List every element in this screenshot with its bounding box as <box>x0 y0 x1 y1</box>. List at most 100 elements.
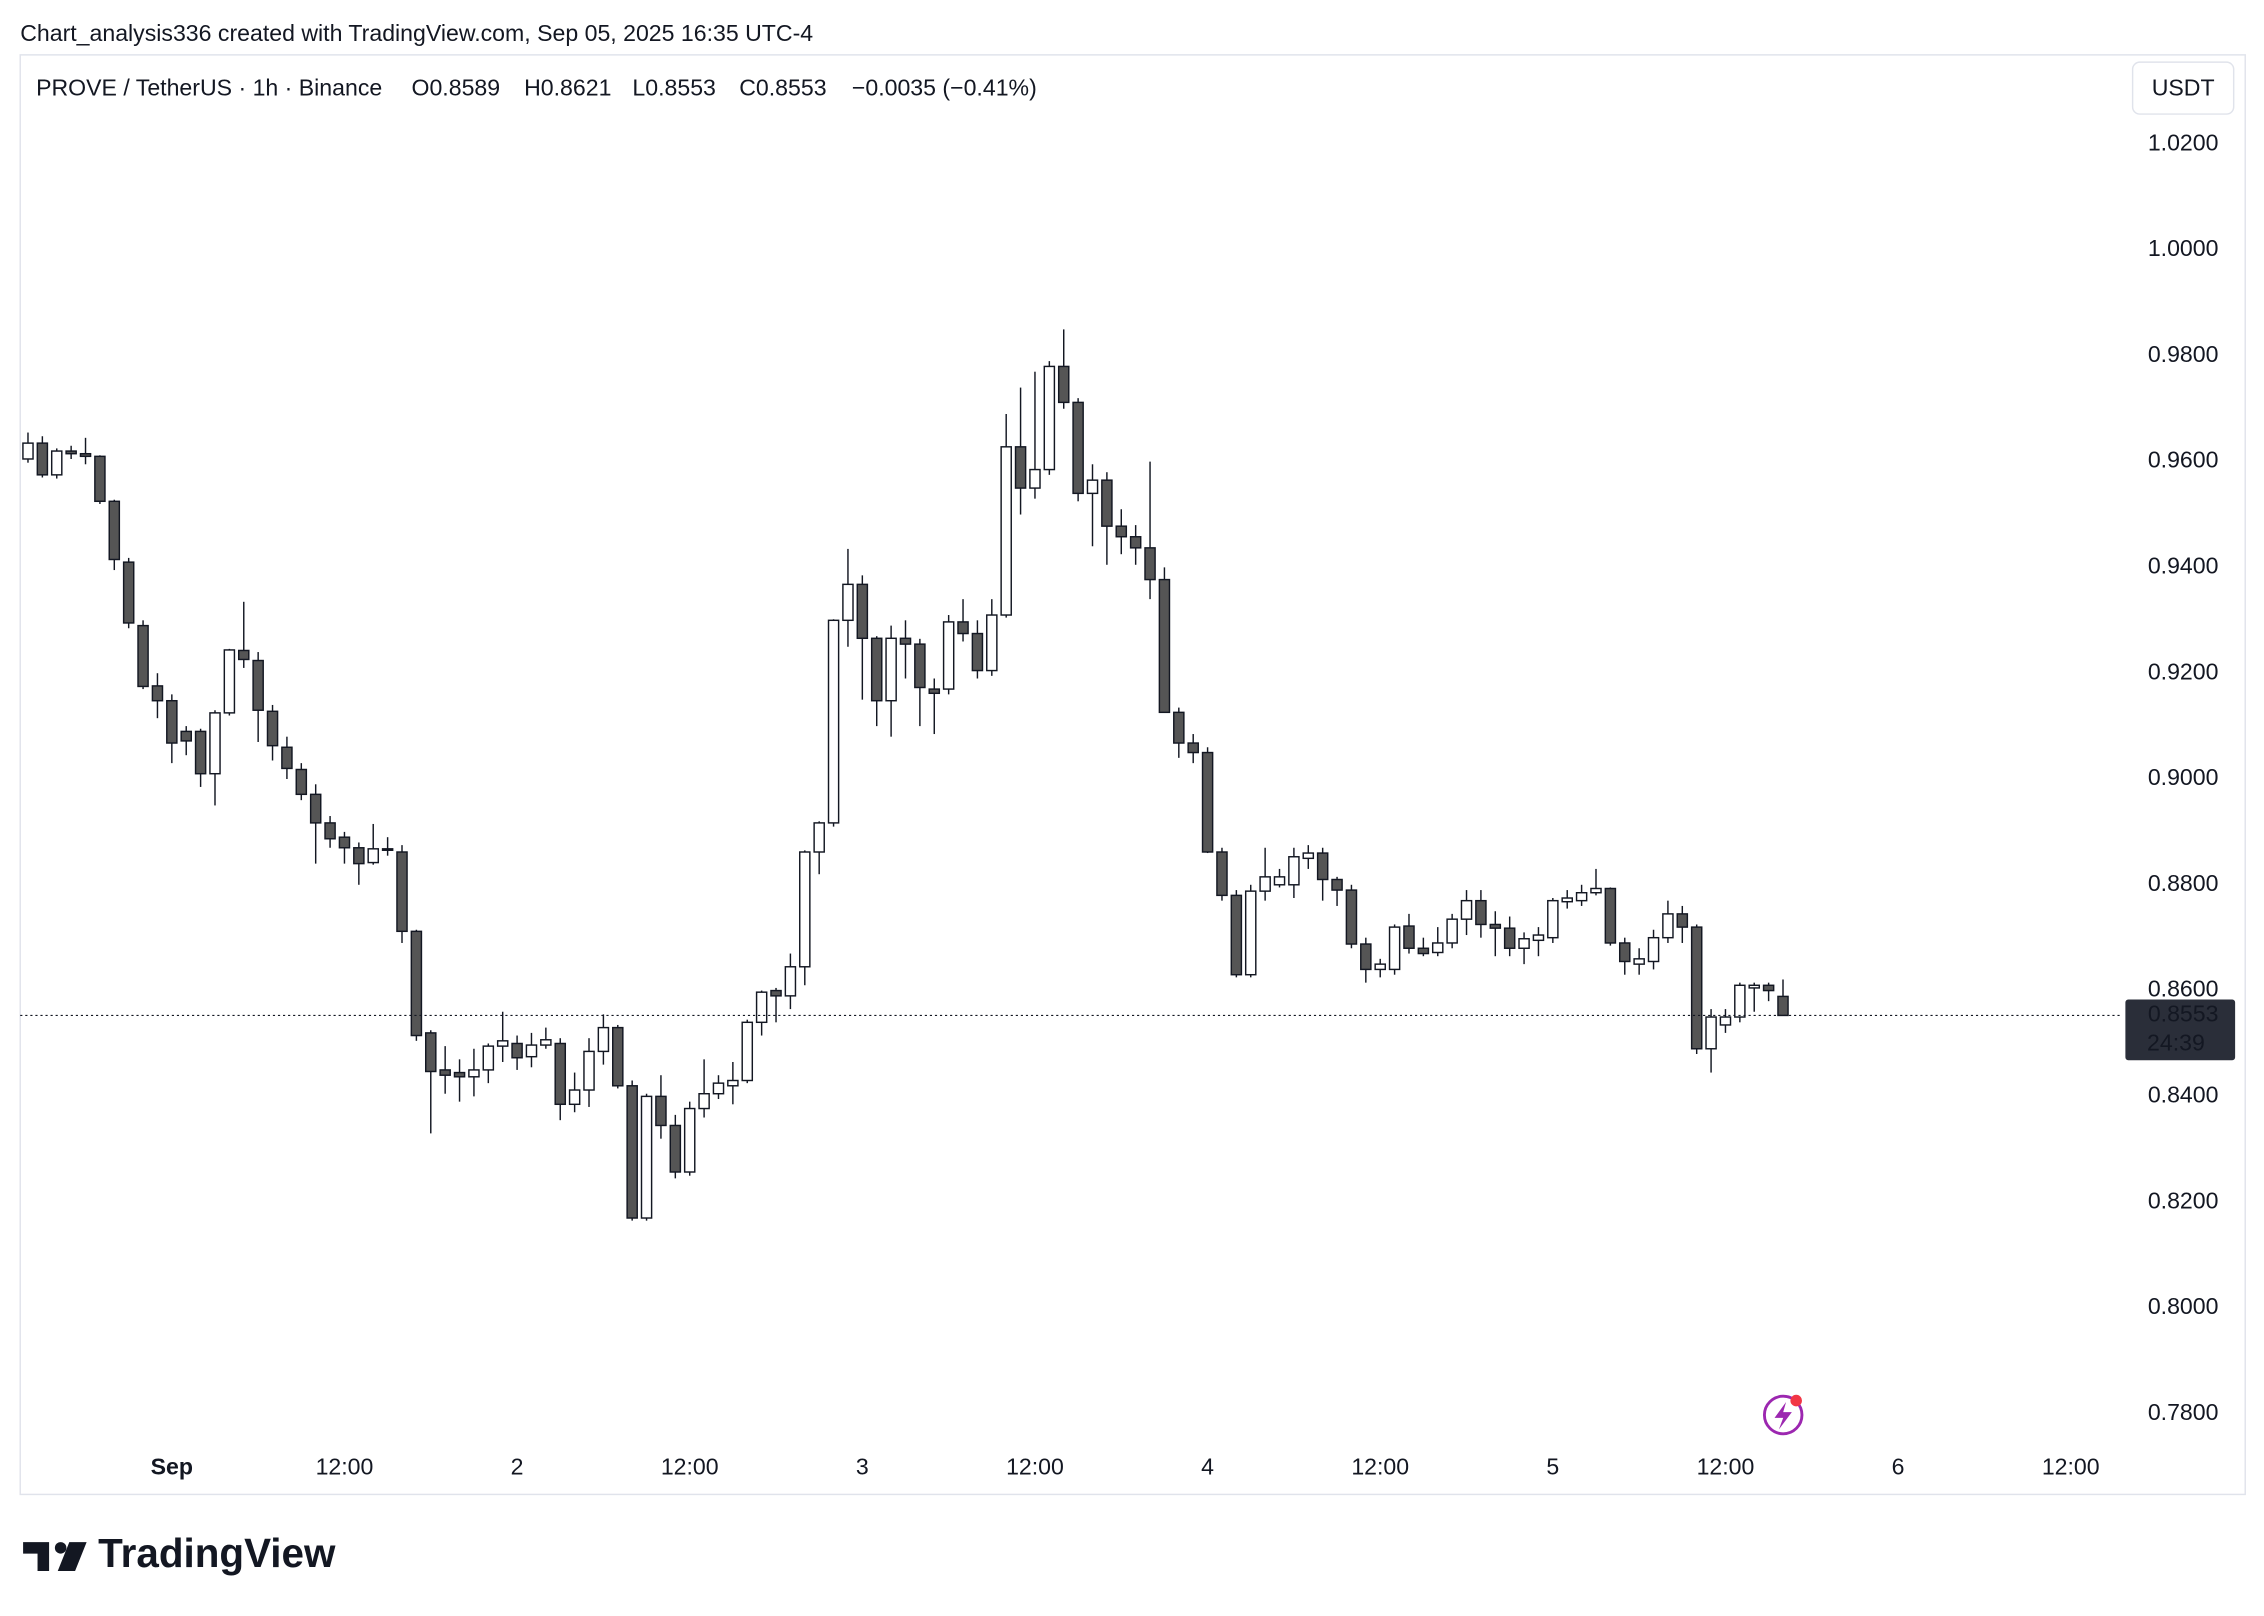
candle-body <box>554 1042 567 1106</box>
y-tick-label: 0.7800 <box>2148 1399 2219 1425</box>
candle-body <box>1115 525 1128 538</box>
attribution: Chart_analysis336 created with TradingVi… <box>20 20 813 46</box>
candle-body <box>1403 925 1415 949</box>
logo-mark-2 <box>57 1542 87 1571</box>
alert-dot <box>1790 1394 1802 1407</box>
last-price-box <box>2125 999 2236 1061</box>
candle-body <box>166 699 178 744</box>
x-tick-label: 12:00 <box>1697 1454 1755 1480</box>
candle-body <box>942 621 955 690</box>
candle-body <box>468 1069 480 1078</box>
candle-body <box>1216 851 1228 897</box>
y-tick-label: 0.9200 <box>2148 658 2219 684</box>
y-tick-label: 0.9600 <box>2148 447 2219 473</box>
x-tick-label: 6 <box>1892 1454 1905 1480</box>
candle-body <box>50 450 63 476</box>
x-tick-label: Sep <box>151 1454 193 1480</box>
candle-body <box>727 1079 739 1087</box>
candle-body <box>1014 446 1027 489</box>
currency-label[interactable]: USDT <box>2152 75 2215 101</box>
candle-body <box>209 712 221 775</box>
y-tick-label: 0.8000 <box>2148 1293 2219 1319</box>
candle-body <box>1561 897 1573 903</box>
candle-body <box>1158 578 1171 714</box>
alert-bolt <box>1774 1402 1792 1430</box>
candle-body <box>1532 934 1545 942</box>
candle-body <box>1705 1016 1717 1050</box>
y-tick-label: 0.8200 <box>2148 1187 2219 1213</box>
candle-body <box>597 1026 610 1053</box>
candle-body <box>424 1032 437 1073</box>
y-tick-label: 0.8800 <box>2148 870 2219 896</box>
candle-body <box>583 1050 595 1091</box>
currency-button[interactable] <box>2131 61 2235 115</box>
candle-body <box>511 1042 523 1059</box>
candle-body <box>79 452 92 458</box>
candle-body <box>640 1095 653 1219</box>
candle-body <box>1734 984 1746 1018</box>
candle-body <box>1345 889 1358 945</box>
candle-body <box>266 710 279 747</box>
candle-body <box>295 768 308 796</box>
candle-body <box>928 688 941 695</box>
candle-body <box>180 730 192 742</box>
candle-body <box>1460 899 1473 920</box>
candle-body <box>712 1082 725 1095</box>
candle-body <box>1417 947 1430 955</box>
x-tick-label: 12:00 <box>1006 1454 1064 1480</box>
candle-body <box>1590 887 1602 894</box>
candle-body <box>22 442 34 460</box>
candle-body <box>194 730 207 775</box>
tradingview-logo: TradingView <box>23 1530 336 1576</box>
candle-body <box>1187 742 1199 754</box>
candle-body <box>914 643 926 689</box>
candle-body <box>1489 923 1502 929</box>
candle-body <box>353 847 365 865</box>
candle-body <box>698 1093 710 1110</box>
candle-body <box>856 583 869 640</box>
candle-body <box>683 1107 696 1173</box>
chart-frame <box>19 54 2246 1496</box>
candle-body <box>1618 942 1631 963</box>
candle-body <box>899 637 912 645</box>
candle-body <box>1029 468 1041 489</box>
candle-body <box>1647 936 1660 963</box>
candle-body <box>1518 938 1530 949</box>
candle-body <box>568 1089 581 1106</box>
candle-body <box>281 746 293 770</box>
x-tick-label: 5 <box>1546 1454 1559 1480</box>
candle-body <box>986 614 998 672</box>
ohlc-open: O0.8589 <box>412 75 501 101</box>
candle-body <box>1777 995 1789 1017</box>
alert-icon[interactable] <box>1762 1394 1804 1436</box>
candle-body <box>1388 926 1401 971</box>
candle-body <box>252 659 264 711</box>
candle-body <box>151 685 164 702</box>
candle-body <box>396 851 408 933</box>
candle-body <box>1288 856 1300 886</box>
candle-body <box>1762 984 1775 992</box>
candle-body <box>612 1026 624 1087</box>
candle-body <box>94 455 106 503</box>
ohlc-close: C0.8553 <box>739 75 826 101</box>
candle-body <box>137 624 149 688</box>
candle-body <box>827 619 840 824</box>
x-tick-label: 12:00 <box>1351 1454 1409 1480</box>
candle-body <box>1057 365 1070 404</box>
candle-body <box>1503 927 1516 949</box>
candle-body <box>1431 942 1444 954</box>
y-tick-label: 0.9400 <box>2148 553 2219 579</box>
candle-body <box>1690 926 1703 1050</box>
candle-body <box>309 793 322 824</box>
candle-body <box>1446 918 1458 944</box>
candle-body <box>784 966 797 997</box>
logo-text: TradingView <box>98 1530 336 1576</box>
candle-body <box>338 836 351 849</box>
candle-body <box>1244 890 1257 976</box>
candle-body <box>1316 852 1329 881</box>
candle-body <box>410 930 423 1037</box>
x-tick-label: 4 <box>1201 1454 1214 1480</box>
candle-body <box>1259 876 1271 892</box>
countdown-label: 24:39 <box>2147 1029 2205 1055</box>
